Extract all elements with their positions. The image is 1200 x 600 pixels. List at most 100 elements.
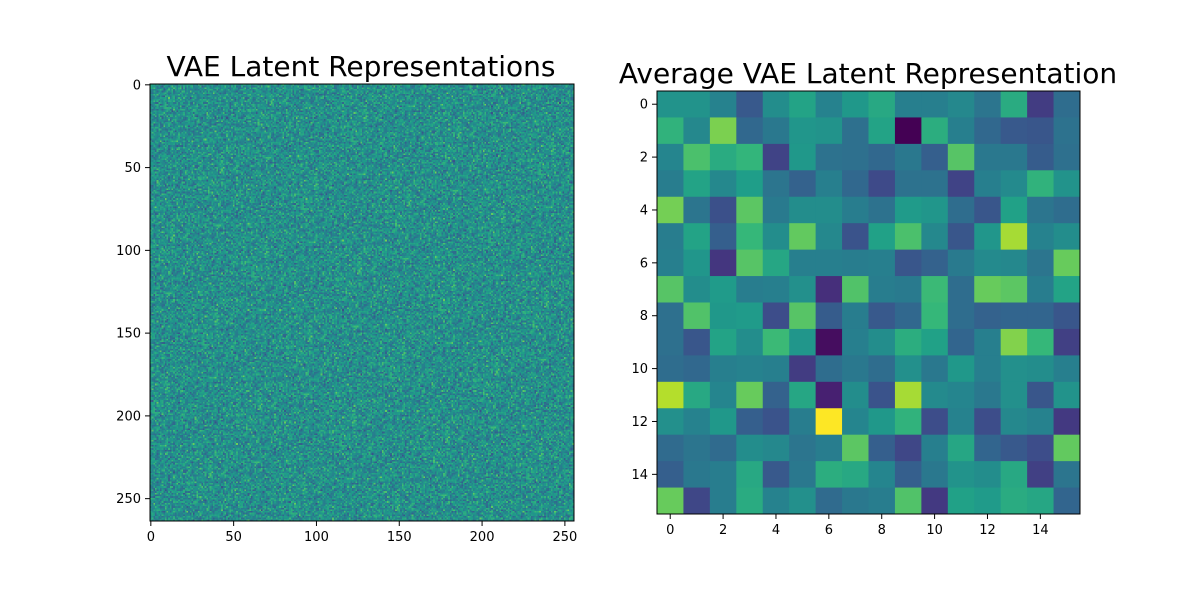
heatmap-cell [947,381,975,409]
heatmap-cell [683,381,711,409]
heatmap-cell [789,249,817,277]
heatmap-cell [1053,434,1081,462]
x-tick-label: 8 [878,523,886,538]
heatmap-cell [894,196,922,224]
heatmap-cell [657,381,684,409]
heatmap-cell [789,461,817,488]
heatmap-cell [683,434,711,462]
y-tick-label: 50 [124,161,141,176]
heatmap-cell [974,487,1002,515]
heatmap-cell [815,117,843,145]
heatmap-cell [762,196,790,224]
heatmap-cell [894,170,922,198]
heatmap-cell [789,143,817,171]
heatmap-cell [815,249,843,277]
heatmap-cell [683,143,711,171]
heatmap-cell [683,461,711,488]
heatmap-cell [1053,117,1081,145]
heatmap-cell [894,487,922,515]
heatmap-cell [683,223,711,251]
heatmap-cell [868,196,896,224]
heatmap-cell [657,434,684,462]
x-tick-label: 250 [552,530,577,545]
heatmap-cell [709,487,737,515]
heatmap-cell [709,461,737,488]
heatmap-cell [1000,434,1028,462]
heatmap-cell [789,223,817,251]
heatmap-cell [736,276,764,303]
heatmap-cell [921,249,949,277]
heatmap-cell [709,249,737,277]
heatmap-cell [842,170,869,198]
heatmap-cell [789,328,817,356]
heatmap-cell [868,117,896,145]
heatmap-cell [947,328,975,356]
heatmap-cell [1053,381,1081,409]
heatmap-cell [921,461,949,488]
heatmap-cell [789,276,817,303]
latent-x-axis: 0 50 100 150 200 250 [147,521,577,545]
heatmap-cell [789,487,817,515]
heatmap-cell [762,328,790,356]
heatmap-cell [657,117,684,145]
heatmap-cell [789,196,817,224]
heatmap-cell [1053,91,1081,118]
heatmap-cell [657,487,684,515]
average-y-axis: 0 2 4 6 8 10 12 14 [631,98,657,483]
average-axes-frame [656,90,1081,515]
heatmap-cell [657,249,684,277]
heatmap-cell [921,117,949,145]
heatmap-cell [1053,408,1081,436]
heatmap-cell [894,434,922,462]
heatmap-cell [709,381,737,409]
heatmap-cell [657,302,684,330]
latent-y-axis: 0 50 100 150 200 250 [116,78,150,507]
heatmap-cell [921,328,949,356]
heatmap-cell [1027,328,1054,356]
y-tick-label: 6 [640,256,648,271]
heatmap-cell [1027,117,1054,145]
heatmap-cell [736,170,764,198]
heatmap-cell [736,408,764,436]
heatmap-cell [894,249,922,277]
heatmap-cell [921,143,949,171]
heatmap-cell [736,249,764,277]
heatmap-cell [921,434,949,462]
heatmap-cell [762,170,790,198]
heatmap-cell [657,408,684,436]
heatmap-cell [1027,170,1054,198]
heatmap-cell [1000,143,1028,171]
heatmap-cell [683,196,711,224]
heatmap-cell [736,355,764,383]
heatmap-cell [921,487,949,515]
heatmap-cell [868,276,896,303]
heatmap-cell [974,328,1002,356]
heatmap-cell [974,196,1002,224]
heatmap-cell [1000,302,1028,330]
y-tick-label: 0 [133,78,141,93]
heatmap-cell [921,381,949,409]
heatmap-cell [657,223,684,251]
heatmap-cell [842,223,869,251]
heatmap-cell [683,117,711,145]
heatmap-cell [789,434,817,462]
y-tick-label: 14 [631,468,648,483]
heatmap-cell [1027,461,1054,488]
heatmap-cell [974,143,1002,171]
heatmap-cell [868,381,896,409]
heatmap-cell [894,276,922,303]
heatmap-cell [762,381,790,409]
heatmap-cell [789,117,817,145]
heatmap-cell [815,461,843,488]
heatmap-cell [894,355,922,383]
heatmap-cell [974,117,1002,145]
heatmap-cell [842,355,869,383]
heatmap-cell [921,170,949,198]
heatmap-cell [709,355,737,383]
heatmap-cell [947,223,975,251]
heatmap-cell [762,223,790,251]
heatmap-cell [736,487,764,515]
heatmap-cell [683,302,711,330]
heatmap-cell [842,461,869,488]
x-tick-label: 0 [666,523,674,538]
